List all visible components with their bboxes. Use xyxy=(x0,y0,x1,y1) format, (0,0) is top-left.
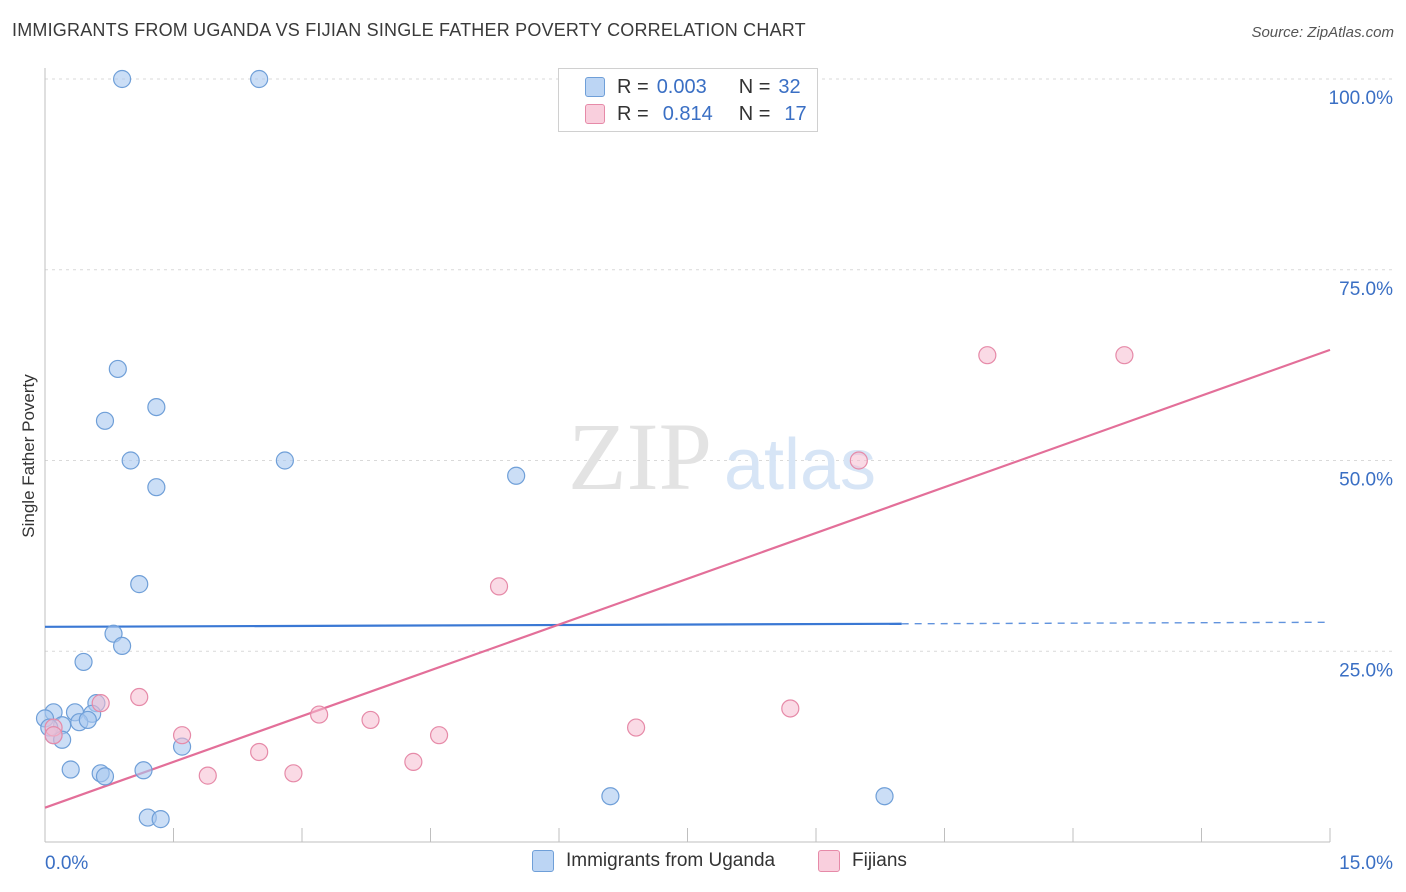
fijian-point xyxy=(626,718,646,737)
legend-n-label: N = xyxy=(738,102,771,125)
watermark-zip: ZIP xyxy=(568,403,712,510)
legend-n-value: 32 xyxy=(778,75,801,98)
y-tick-label: 100.0% xyxy=(1329,88,1394,109)
fijian-point xyxy=(978,346,997,365)
fijian-point xyxy=(284,764,303,783)
fijian-point xyxy=(91,694,110,713)
uganda-point xyxy=(74,652,93,672)
legend-r-label: R = xyxy=(617,75,649,98)
uganda-point xyxy=(601,787,620,806)
bottom-legend-uganda: Immigrants from Uganda xyxy=(532,850,775,872)
uganda-point xyxy=(78,710,97,730)
watermark: ZIP atlas xyxy=(568,403,876,510)
fijian-point xyxy=(172,726,192,745)
legend-n-value: 17 xyxy=(784,102,807,125)
y-tick-label: 50.0% xyxy=(1339,470,1393,491)
gridlines xyxy=(45,78,1395,652)
legend-row-uganda: R = 0.003 N = 32 xyxy=(585,75,801,99)
source-label: Source: ZipAtlas.com xyxy=(1251,24,1394,41)
data-points xyxy=(35,69,1134,829)
bottom-legend-label: Immigrants from Uganda xyxy=(566,850,776,871)
fijian-point xyxy=(429,726,449,745)
legend-swatch-blue xyxy=(585,77,605,97)
uganda-point xyxy=(121,451,140,470)
uganda-point xyxy=(250,69,269,89)
uganda-point xyxy=(95,411,115,430)
x-tick-label: 0.0% xyxy=(45,853,88,874)
uganda-point xyxy=(147,478,166,497)
y-tick-label: 75.0% xyxy=(1339,279,1393,300)
uganda-trend-line xyxy=(44,622,902,628)
uganda-trend-extension xyxy=(901,621,1331,625)
fijian-point xyxy=(849,451,868,470)
uganda-point xyxy=(112,69,132,89)
tick-labels: 25.0% 50.0% 75.0% 100.0% 0.0% 15.0% xyxy=(45,88,1393,874)
fijian-point xyxy=(489,577,509,596)
y-axis-label: Single Father Poverty xyxy=(19,374,38,538)
legend-r-value: 0.814 xyxy=(662,102,713,125)
bottom-legend-swatch-pink xyxy=(818,850,840,872)
x-tick-label: 15.0% xyxy=(1339,853,1393,874)
fijian-point xyxy=(1115,346,1134,365)
fijian-point xyxy=(310,705,329,724)
uganda-point xyxy=(151,810,170,829)
fijian-point xyxy=(404,752,423,771)
uganda-point xyxy=(61,760,80,779)
fijian-point xyxy=(781,699,800,718)
correlation-legend: R = 0.003 N = 32 R = 0.814 N = 17 xyxy=(558,68,818,132)
uganda-point xyxy=(507,466,526,485)
uganda-point xyxy=(130,575,149,594)
fijian-point xyxy=(198,766,217,785)
uganda-point xyxy=(112,636,132,656)
fijian-trend-line xyxy=(44,348,1331,809)
legend-swatch-pink xyxy=(585,104,605,124)
legend-r-value: 0.003 xyxy=(656,75,707,98)
fijian-point xyxy=(361,710,380,730)
uganda-point xyxy=(875,787,894,806)
legend-r-label: R = xyxy=(617,102,649,125)
uganda-point xyxy=(134,761,153,780)
fijian-point xyxy=(130,687,149,707)
bottom-legend-swatch-blue xyxy=(532,850,554,872)
uganda-point xyxy=(95,767,115,786)
uganda-point xyxy=(147,397,166,417)
bottom-legend-label: Fijians xyxy=(852,850,907,871)
uganda-point xyxy=(108,359,127,379)
y-tick-label: 25.0% xyxy=(1339,660,1393,681)
chart-title: IMMIGRANTS FROM UGANDA VS FIJIAN SINGLE … xyxy=(12,20,806,40)
bottom-legend-fijians: Fijians xyxy=(818,850,907,872)
legend-row-fijians: R = 0.814 N = 17 xyxy=(585,102,807,126)
legend-n-label: N = xyxy=(738,75,771,98)
uganda-point xyxy=(275,451,294,470)
trend-lines xyxy=(44,348,1331,809)
watermark-atlas: atlas xyxy=(724,425,876,505)
fijian-point xyxy=(250,742,269,762)
fijian-point xyxy=(44,726,63,745)
